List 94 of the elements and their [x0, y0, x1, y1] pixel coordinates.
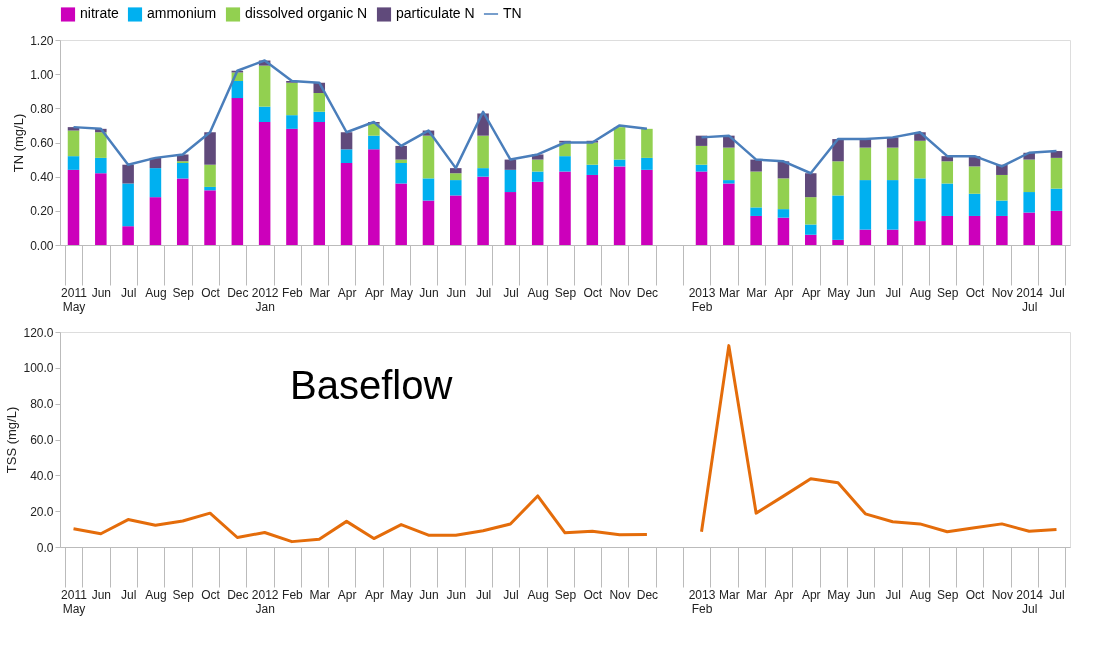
y-tick-label: 0.0: [36, 540, 54, 555]
y-tick-label: 0.20: [30, 204, 54, 219]
x-tick-label: Oct: [583, 285, 603, 300]
x-tick-label: Jun: [856, 285, 876, 300]
x-tick-label: Jun: [856, 587, 876, 602]
y-tick-label: 20.0: [30, 504, 54, 519]
x-tick-label: Mar: [309, 587, 331, 602]
x-tick-label: Sep: [554, 587, 577, 602]
x-tick-label: Apr: [337, 285, 357, 300]
x-tick-label: Oct: [965, 587, 986, 602]
y-tick-label: 0.00: [30, 238, 54, 253]
x-tick-label: Nov: [991, 587, 1014, 602]
x-tick-label: Apr: [365, 285, 384, 300]
x-tick-label: Nov: [609, 285, 631, 300]
x-tick-label: Apr: [801, 587, 821, 602]
x-tick-label: Jul: [1049, 587, 1065, 602]
x-tick-label: Dec: [636, 285, 659, 300]
x-tick-label: 2014 Jul: [1016, 285, 1044, 314]
y-tick-label: 0.80: [30, 101, 54, 116]
y-tick-label: 1.00: [30, 67, 54, 82]
x-tick-label: Sep: [172, 285, 195, 300]
x-tick-label: Jun: [91, 587, 111, 602]
x-tick-label: Jul: [475, 285, 492, 300]
x-tick-label: Apr: [337, 587, 357, 602]
y-tick-label: 80.0: [30, 397, 54, 412]
x-tick-label: Jun: [419, 587, 439, 602]
annotation: Baseflow: [290, 363, 453, 407]
x-tick-label: Jun: [91, 285, 111, 300]
x-tick-label: Jul: [503, 587, 519, 602]
x-tick-label: Jul: [503, 285, 519, 300]
x-tick-label: Oct: [583, 587, 603, 602]
x-tick-label: Jul: [885, 587, 901, 602]
x-tick-label: Mar: [746, 285, 767, 300]
x-tick-label: Apr: [801, 285, 821, 300]
x-tick-label: 2011 May: [61, 587, 88, 616]
x-tick-label: Mar: [746, 587, 767, 602]
x-tick-label: Sep: [554, 285, 577, 300]
x-tick-label: Aug: [145, 587, 167, 602]
y-tick-label: 0.60: [30, 136, 54, 150]
y-tick-label: 0.40: [30, 170, 54, 185]
x-tick-label: Apr: [365, 587, 384, 602]
x-tick-label: Mar: [718, 587, 740, 602]
y-tick-label: 1.20: [30, 33, 54, 48]
x-tick-label: Nov: [609, 587, 631, 602]
x-tick-label: 2012 Jan: [251, 285, 279, 314]
x-tick-label: Aug: [145, 285, 167, 300]
x-tick-label: Jul: [120, 285, 137, 300]
x-tick-label: Sep: [937, 285, 959, 300]
y-tick-label: 60.0: [30, 433, 54, 447]
y-tick-label: 120.0: [23, 325, 54, 340]
y-tick-label: 40.0: [30, 468, 54, 483]
x-tick-label: 2014 Jul: [1016, 587, 1044, 616]
x-tick-label: 2013 Feb: [688, 285, 716, 314]
x-tick-label: May: [827, 587, 850, 602]
x-tick-label: Jun: [419, 285, 439, 300]
x-tick-label: Apr: [774, 587, 794, 602]
x-tick-label: Dec: [227, 587, 249, 602]
x-tick-label: Aug: [909, 285, 932, 300]
x-tick-label: Jul: [120, 587, 137, 602]
x-tick-label: Aug: [527, 285, 549, 300]
x-tick-label: Apr: [774, 285, 794, 300]
x-tick-label: Oct: [201, 587, 221, 602]
x-tick-label: Nov: [991, 285, 1014, 300]
x-tick-label: Feb: [282, 285, 304, 300]
x-tick-label: May: [390, 285, 414, 300]
legend-label: ammonium: [147, 5, 217, 22]
x-tick-label: Jul: [885, 285, 901, 300]
legend-label: dissolved organic N: [245, 5, 368, 22]
x-tick-label: May: [390, 587, 414, 602]
x-tick-label: Aug: [527, 587, 549, 602]
x-tick-label: May: [827, 285, 850, 300]
x-tick-label: Jun: [446, 587, 466, 602]
legend-label: nitrate: [80, 5, 120, 22]
legend-label: TN: [503, 5, 522, 21]
x-tick-label: Jul: [475, 587, 492, 602]
y-axis-title: TN (mg/L): [11, 113, 27, 173]
x-tick-label: Aug: [909, 587, 932, 602]
x-tick-label: Feb: [282, 587, 304, 602]
x-tick-label: Jun: [446, 285, 466, 300]
x-tick-label: Sep: [172, 587, 195, 602]
y-tick-label: 100.0: [23, 361, 54, 376]
x-tick-label: Mar: [309, 285, 331, 300]
x-tick-label: Dec: [227, 285, 249, 300]
x-tick-label: Mar: [718, 285, 740, 300]
x-tick-label: Oct: [965, 285, 986, 300]
legend-label: particulate N: [396, 5, 475, 22]
x-tick-label: 2013 Feb: [688, 587, 716, 616]
x-tick-label: 2012 Jan: [251, 587, 279, 616]
x-tick-label: 2011 May: [61, 285, 88, 314]
y-axis-title: TSS (mg/L): [4, 406, 20, 474]
x-tick-label: Dec: [636, 587, 659, 602]
x-tick-label: Oct: [201, 285, 221, 300]
x-tick-label: Jul: [1049, 285, 1065, 300]
x-tick-label: Sep: [937, 587, 959, 602]
